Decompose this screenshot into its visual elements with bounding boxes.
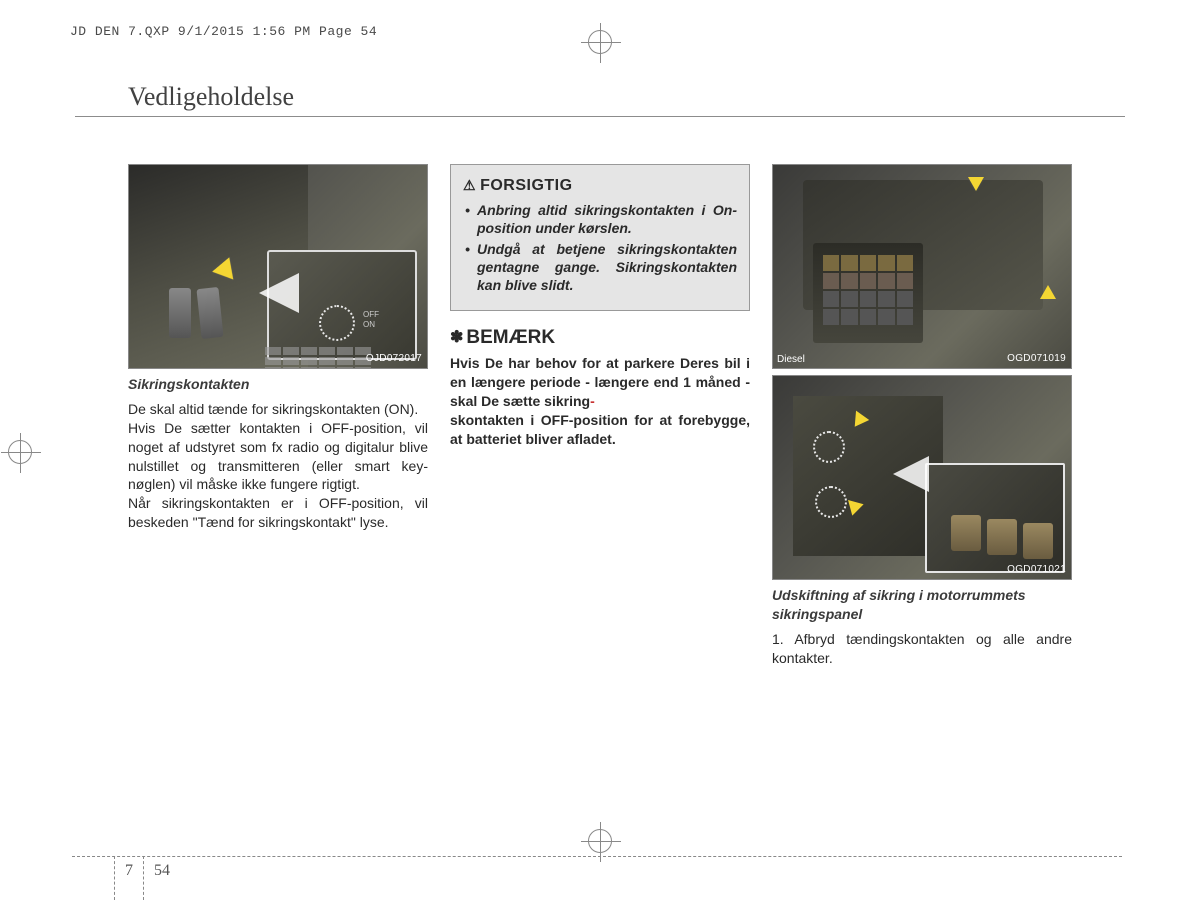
figure-label: OJD072017 [366,352,422,366]
title-underline [75,116,1125,117]
figure-label: OGD071019 [1007,352,1066,366]
caution-box: ⚠FORSIGTIG Anbring altid sikringskontakt… [450,164,750,311]
note-body: Hvis De har behov for at parkere Deres b… [450,354,750,448]
switch-on-label: ON [363,320,379,330]
print-header: JD DEN 7.QXP 9/1/2015 1:56 PM Page 54 [70,24,377,39]
note-title: BEMÆRK [466,327,555,348]
column-1: OFF ON OJD072017 Sikringskontakten De sk… [128,164,428,532]
paragraph: Hvis De sætter kontakten i OFF-position,… [128,419,428,495]
step-text: 1. Afbryd tændingskontakten og alle andr… [772,630,1072,668]
figure-engine-fusebox-2: OGD071021 [772,375,1072,580]
switch-off-label: OFF [363,310,379,320]
page-number: 7 54 [114,856,190,900]
paragraph: De skal altid tænde for sikringskontakte… [128,400,428,419]
chapter-number: 7 [115,856,144,900]
column-2: ⚠FORSIGTIG Anbring altid sikringskontakt… [450,164,750,449]
page-footer: 7 54 [72,856,1122,857]
figure-engine-fusebox-1: Diesel OGD071019 [772,164,1072,369]
figure-fusebox-interior: OFF ON OJD072017 [128,164,428,369]
caution-item: Undgå at betjene sikringskontakten genta… [463,240,737,295]
note-star-icon: ✽ [450,329,463,346]
subhead-udskiftning: Udskiftning af sikring i motorrummets si… [772,586,1072,624]
section-title: Vedligeholdelse [128,82,294,112]
caution-item: Anbring altid sikringskontakten i On-pos… [463,201,737,237]
column-3: Diesel OGD071019 OGD071021 Udskiftning a… [772,164,1072,668]
figure-label: OGD071021 [1007,563,1066,577]
warning-icon: ⚠ [463,177,476,193]
page-number-value: 54 [144,856,190,900]
caution-title: FORSIGTIG [480,177,573,194]
diesel-tag: Diesel [777,353,805,367]
subhead-sikringskontakten: Sikringskontakten [128,375,428,394]
paragraph: Når sikringskontakten er i OFF-position,… [128,494,428,532]
